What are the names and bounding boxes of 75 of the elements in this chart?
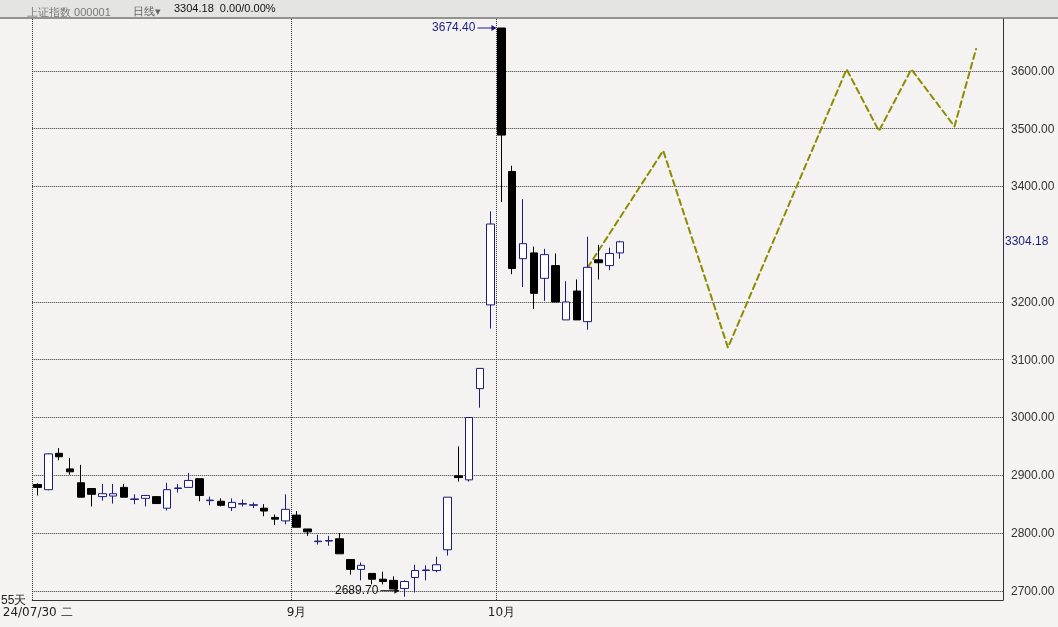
candlestick (238, 499, 247, 507)
candlestick (368, 572, 376, 585)
candlestick (583, 236, 592, 331)
candlestick (314, 534, 322, 546)
y-tick-label: 3400.00 (1011, 179, 1055, 194)
candlestick (325, 535, 333, 547)
candlestick (573, 278, 581, 321)
candlestick (346, 559, 355, 576)
candlestick (400, 579, 409, 598)
annotation: 2689.70 (335, 582, 379, 597)
candlestick (551, 252, 560, 303)
candlestick (562, 280, 570, 321)
candlestick (411, 564, 419, 593)
candlestick (540, 248, 549, 302)
candlestick (594, 244, 603, 280)
chart-subtitle: 日线▾ (133, 5, 161, 18)
candlestick (530, 246, 538, 310)
candlestick (497, 27, 506, 203)
candlestick (33, 482, 42, 496)
candlestick (87, 488, 96, 507)
candlestick (443, 496, 452, 557)
candlestick (55, 447, 63, 461)
candlestick (292, 510, 301, 528)
chart-title: 上证指数 000001 (27, 5, 111, 18)
candlestick (174, 483, 182, 494)
candlestick (422, 564, 430, 581)
candlestick (184, 472, 193, 488)
candlestick (357, 561, 365, 581)
candlestick (228, 497, 236, 512)
candlestick (465, 417, 473, 483)
text: 3304.18 (1005, 233, 1049, 248)
candlestick (605, 247, 614, 271)
candlestick (98, 483, 107, 502)
y-tick-label: 2700.00 (1011, 583, 1055, 598)
candlestick (379, 571, 387, 585)
candlestick (281, 493, 290, 525)
x-tick-label: 9月 (286, 605, 307, 619)
candlestick (217, 497, 225, 507)
candlestick (141, 494, 150, 507)
candlestick (486, 210, 495, 330)
y-tick-label: 3500.00 (1011, 121, 1055, 136)
candlestick (260, 503, 268, 517)
candlestick (195, 478, 204, 502)
candlestick (389, 575, 398, 590)
y-tick-label: 2900.00 (1011, 468, 1055, 483)
x-tick-label: 24/07/30 二 (2, 605, 73, 619)
candlestick (206, 496, 214, 506)
x-tick-label: 10月 (487, 605, 516, 619)
candlestick (432, 556, 441, 573)
candlestick (77, 464, 85, 498)
y-tick-label: 3000.00 (1011, 410, 1055, 425)
candlestick (163, 482, 171, 511)
y-tick-label: 3200.00 (1011, 294, 1055, 309)
y-tick-label: 2800.00 (1011, 526, 1055, 541)
text: 3304.18 0.00/0.00% (174, 1, 276, 14)
candlestick (152, 496, 161, 505)
candlestick (519, 198, 527, 288)
candlestick (109, 483, 117, 505)
candlestick (271, 514, 279, 526)
y-tick-label: 3100.00 (1011, 352, 1055, 367)
candlestick (508, 165, 516, 275)
y-tick-label: 3600.00 (1011, 63, 1055, 78)
candlestick (454, 445, 463, 483)
annotation: 3674.40 (432, 20, 476, 35)
candlestick (130, 493, 139, 505)
candlestick (476, 367, 484, 409)
candlestick (616, 240, 624, 260)
candlestick (335, 532, 344, 555)
candlestick (66, 457, 74, 476)
text: 55天 (1, 593, 27, 607)
candlestick (120, 483, 128, 498)
candlestick (303, 528, 312, 537)
candlestick (249, 501, 258, 509)
line-series (586, 48, 978, 349)
candlestick (44, 452, 53, 491)
